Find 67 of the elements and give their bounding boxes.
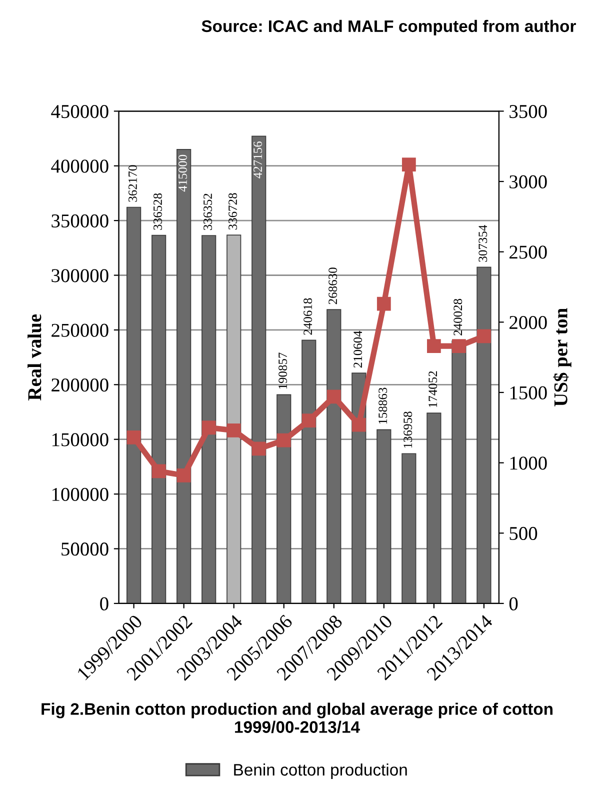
y2-tick-label: 3000 <box>510 175 547 188</box>
bar <box>476 266 492 604</box>
y2-axis-title: US$ per ton <box>553 308 572 406</box>
data-label: 336352 <box>204 194 212 230</box>
y-tick-label: 250000 <box>52 324 108 337</box>
point <box>452 339 466 353</box>
point <box>352 418 366 432</box>
data-label: 136958 <box>404 412 412 448</box>
data-label: 190857 <box>278 352 287 389</box>
point <box>126 430 141 444</box>
y-tick-label: 0 <box>100 597 108 610</box>
bar <box>226 234 242 604</box>
y-axis-title: Real value <box>28 314 42 400</box>
y-tick-label: 300000 <box>52 269 108 282</box>
y-tick-label: 100000 <box>52 488 108 501</box>
bar <box>152 234 166 604</box>
data-label: 210604 <box>354 330 362 368</box>
bar <box>426 412 442 604</box>
y-tick-label: 150000 <box>52 433 108 446</box>
y2-tick-label: 3500 <box>510 104 547 118</box>
data-label: 336728 <box>228 193 237 230</box>
data-label: 240028 <box>454 298 462 336</box>
source-note: Source: ICAC and MALF computed from author <box>202 20 576 36</box>
point <box>477 329 491 344</box>
data-label: 158863 <box>378 388 388 424</box>
bar <box>176 149 192 604</box>
y2-tick-label: 500 <box>510 526 538 540</box>
bar <box>276 394 292 604</box>
point <box>276 433 291 448</box>
y2-tick-label: 0 <box>509 597 518 610</box>
bar <box>302 340 316 604</box>
point <box>302 414 316 428</box>
point <box>226 423 241 438</box>
y-tick-label: 350000 <box>52 214 108 228</box>
data-label: 336528 <box>154 193 162 230</box>
bar <box>402 453 416 604</box>
data-label: 307354 <box>478 224 488 262</box>
bar <box>326 309 342 604</box>
text: Fig 2.Benin cotton production and global average price of cotton 1999/00-2013/14 <box>42 702 552 734</box>
point <box>252 442 266 456</box>
data-label: 268630 <box>328 268 338 304</box>
bar <box>126 206 142 604</box>
point <box>376 296 391 311</box>
y-tick-label: 400000 <box>51 160 108 173</box>
point <box>426 339 441 353</box>
y2-tick-label: 2500 <box>510 246 547 259</box>
data-label: 415000 <box>178 154 187 192</box>
data-label: 362170 <box>128 165 137 202</box>
point <box>152 464 166 478</box>
point <box>326 390 341 404</box>
bar <box>376 429 392 604</box>
bar <box>452 340 466 604</box>
y2-tick-label: 1000 <box>510 456 547 470</box>
y-tick-label: 200000 <box>52 378 108 392</box>
bar <box>202 235 216 604</box>
data-label: 427156 <box>254 141 262 178</box>
bar <box>252 136 266 604</box>
y2-tick-label: 1500 <box>510 386 547 400</box>
data-label: 174052 <box>428 371 438 408</box>
y-tick-label: 50000 <box>62 542 108 556</box>
point <box>176 468 191 482</box>
point <box>202 420 216 435</box>
y2-tick-label: 2000 <box>510 316 547 330</box>
data-label: 240618 <box>304 298 312 335</box>
legend-label: Benin cotton production <box>234 763 407 779</box>
y-tick-label: 450000 <box>51 104 108 118</box>
point <box>402 158 416 172</box>
